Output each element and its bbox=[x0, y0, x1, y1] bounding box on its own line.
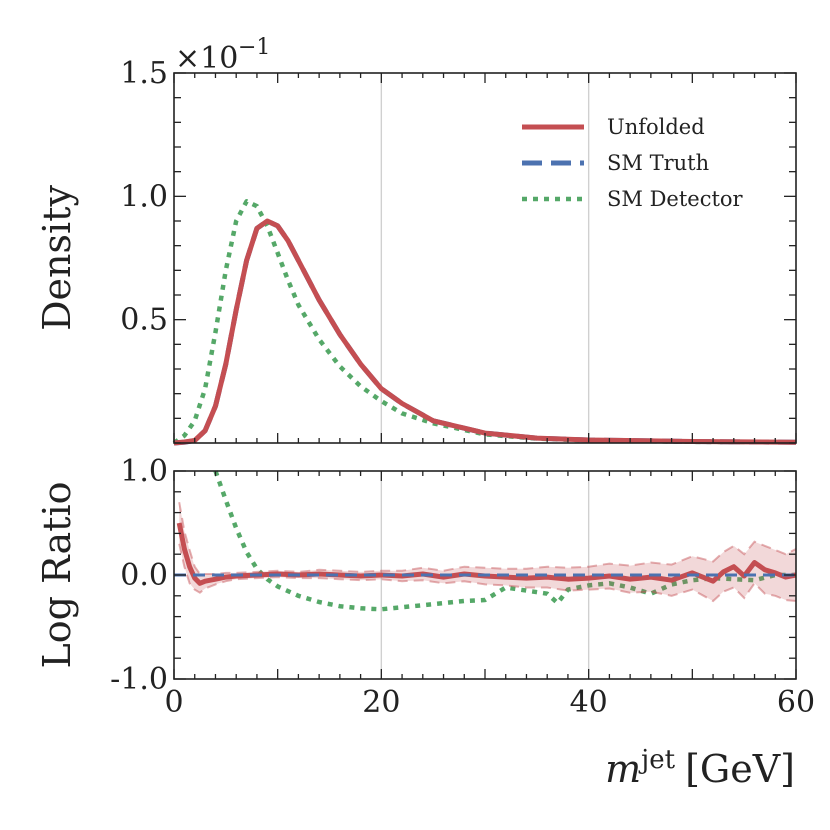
legend-label: SM Truth bbox=[607, 151, 709, 175]
y-tick-label: 1.0 bbox=[120, 454, 168, 489]
legend-label: Unfolded bbox=[607, 115, 705, 139]
scale-factor: ×10 bbox=[175, 41, 238, 76]
y-tick-label: 0.5 bbox=[120, 303, 168, 338]
xlabel-var: m bbox=[605, 747, 641, 791]
density-axis-label: Density bbox=[35, 185, 79, 331]
uncertainty-band bbox=[179, 502, 796, 601]
y-tick-label: 1.5 bbox=[120, 56, 168, 91]
xlabel-sup: jet bbox=[638, 745, 675, 775]
series-line bbox=[172, 199, 797, 445]
y-tick-label: -1.0 bbox=[110, 662, 168, 697]
band-lower-edge bbox=[178, 543, 797, 603]
band-upper-edge bbox=[178, 502, 797, 575]
log-ratio-panel: -1.0 0.0 1.0 0 20 40 60 Log Ratio mjet [GeV] bbox=[35, 454, 815, 791]
series-line bbox=[176, 522, 797, 586]
x-tick-label: 40 bbox=[570, 685, 608, 720]
y-tick-label: 1.0 bbox=[120, 179, 168, 214]
main-frame bbox=[173, 72, 797, 444]
legend: Unfolded SM Truth SM Detector bbox=[522, 115, 744, 211]
series-line bbox=[173, 218, 797, 446]
x-tick-label: 20 bbox=[362, 685, 400, 720]
x-tick-label: 60 bbox=[777, 685, 815, 720]
ratio-series bbox=[174, 470, 797, 612]
log-ratio-axis-label: Log Ratio bbox=[35, 482, 79, 669]
xlabel-unit: [GeV] bbox=[685, 747, 795, 791]
scale-annotation: ×10 −1 bbox=[175, 35, 270, 76]
main-series bbox=[172, 199, 797, 446]
series-line bbox=[173, 218, 797, 446]
x-tick-label: 0 bbox=[164, 685, 183, 720]
series-line bbox=[213, 470, 796, 612]
scale-exponent: −1 bbox=[238, 35, 270, 60]
main-ticks: 0.5 1.0 1.5 bbox=[120, 56, 797, 444]
legend-label: SM Detector bbox=[607, 187, 744, 211]
main-grid bbox=[380, 73, 590, 443]
density-panel: 0.5 1.0 1.5 Density ×10 −1 Unfolded SM Trut… bbox=[35, 35, 797, 446]
ratio-frame bbox=[173, 470, 797, 680]
mass-axis-label: mjet [GeV] bbox=[605, 745, 795, 791]
y-tick-label: 0.0 bbox=[120, 558, 168, 593]
